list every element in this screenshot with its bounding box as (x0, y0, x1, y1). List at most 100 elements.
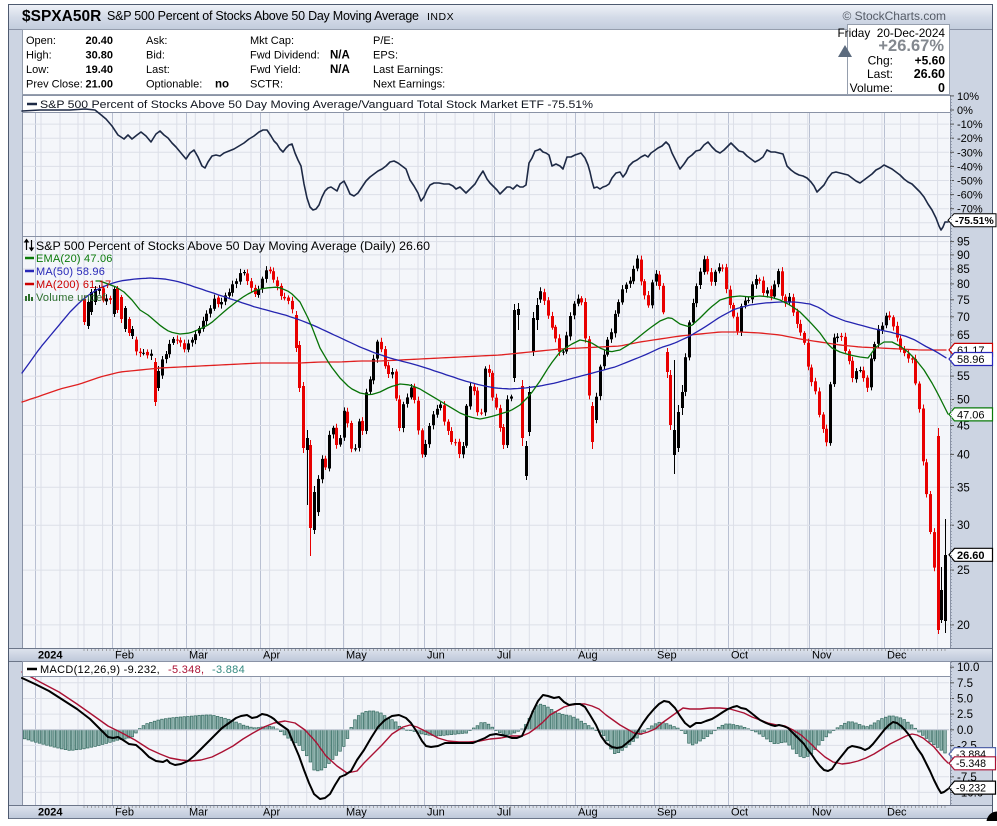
svg-text:Ask:: Ask: (146, 35, 167, 47)
svg-text:10%: 10% (957, 91, 979, 103)
svg-text:S&P 500 Percent of Stocks Abov: S&P 500 Percent of Stocks Above 50 Day M… (107, 9, 419, 23)
svg-text:25: 25 (957, 565, 970, 577)
svg-text:Mar: Mar (189, 807, 208, 819)
svg-text:80: 80 (957, 279, 970, 291)
svg-text:MA(50) 58.96: MA(50) 58.96 (36, 266, 105, 278)
svg-text:2.5: 2.5 (957, 709, 973, 721)
svg-text:Apr: Apr (263, 807, 280, 819)
svg-text:20: 20 (957, 620, 970, 632)
svg-text:2024: 2024 (38, 650, 63, 662)
svg-text:19.40: 19.40 (85, 64, 113, 76)
svg-text:May: May (346, 650, 367, 662)
svg-text:Feb: Feb (115, 650, 134, 662)
svg-text:-30%: -30% (957, 147, 983, 159)
svg-text:Jun: Jun (427, 807, 445, 819)
svg-text:47.06: 47.06 (957, 409, 985, 421)
svg-text:Next Earnings:: Next Earnings: (373, 79, 445, 91)
svg-text:26.60: 26.60 (957, 550, 985, 562)
svg-text:58.96: 58.96 (957, 354, 985, 366)
svg-text:-75.51%: -75.51% (955, 216, 994, 227)
svg-text:-5.348: -5.348 (956, 758, 986, 770)
svg-text:85: 85 (957, 264, 970, 276)
svg-text:30: 30 (957, 520, 970, 532)
svg-text:21.00: 21.00 (85, 79, 113, 91)
svg-text:no: no (215, 79, 229, 91)
svg-text:Prev Close:: Prev Close: (26, 79, 83, 91)
svg-text:Sep: Sep (657, 807, 677, 819)
svg-text:EPS:: EPS: (373, 50, 398, 62)
svg-text:Nov: Nov (812, 807, 832, 819)
svg-text:Last:: Last: (146, 64, 170, 76)
svg-text:MA(200) 61.17: MA(200) 61.17 (36, 279, 111, 291)
svg-text:Jun: Jun (427, 650, 445, 662)
svg-text:26.60: 26.60 (914, 67, 945, 81)
svg-text:35: 35 (957, 482, 970, 494)
svg-text:Aug: Aug (578, 807, 598, 819)
svg-text:EMA(20) 47.06: EMA(20) 47.06 (36, 253, 113, 265)
svg-text:20.40: 20.40 (85, 35, 113, 47)
svg-text:95: 95 (957, 237, 970, 249)
svg-text:40: 40 (957, 449, 970, 461)
svg-text:© StockCharts.com: © StockCharts.com (842, 9, 946, 23)
svg-text:S&P 500 Percent of Stocks Abov: S&P 500 Percent of Stocks Above 50 Day M… (36, 241, 430, 253)
svg-text:0.0: 0.0 (957, 725, 973, 737)
svg-text:2024: 2024 (38, 807, 63, 819)
svg-text:Fwd Yield:: Fwd Yield: (250, 64, 301, 76)
svg-text:Open:: Open: (26, 35, 56, 47)
svg-text:N/A: N/A (330, 64, 350, 76)
svg-text:70: 70 (957, 312, 970, 324)
svg-text:-60%: -60% (957, 190, 983, 202)
svg-text:Jul: Jul (497, 807, 511, 819)
svg-text:N/A: N/A (330, 50, 350, 62)
svg-text:Volume:: Volume: (850, 81, 893, 95)
svg-text:Oct: Oct (731, 650, 748, 662)
svg-text:INDX: INDX (427, 11, 454, 23)
svg-text:Mar: Mar (189, 650, 208, 662)
svg-text:-5.348,: -5.348, (168, 664, 204, 676)
svg-text:Last:: Last: (867, 67, 893, 81)
svg-text:-9.232: -9.232 (956, 782, 986, 794)
svg-text:+26.67%: +26.67% (878, 37, 944, 55)
svg-text:7.5: 7.5 (957, 678, 973, 690)
svg-text:5.0: 5.0 (957, 694, 973, 706)
svg-text:Jul: Jul (497, 650, 511, 662)
svg-text:+5.60: +5.60 (915, 54, 946, 68)
svg-text:MACD(12,26,9) -9.232,: MACD(12,26,9) -9.232, (40, 664, 160, 676)
svg-text:Last Earnings:: Last Earnings: (373, 64, 443, 76)
svg-text:30.80: 30.80 (85, 50, 113, 62)
svg-text:10.0: 10.0 (957, 662, 979, 674)
svg-text:Nov: Nov (812, 650, 832, 662)
svg-text:0: 0 (938, 81, 945, 95)
svg-text:65: 65 (957, 330, 970, 342)
svg-text:Dec: Dec (887, 807, 907, 819)
svg-text:75: 75 (957, 295, 970, 307)
svg-text:S&P 500 Percent of Stocks Abov: S&P 500 Percent of Stocks Above 50 Day M… (40, 99, 593, 111)
svg-text:-50%: -50% (957, 176, 983, 188)
svg-text:Oct: Oct (731, 807, 748, 819)
svg-text:-3.884: -3.884 (212, 664, 245, 676)
svg-text:May: May (346, 807, 367, 819)
svg-text:Optionable:: Optionable: (146, 79, 202, 91)
svg-text:90: 90 (957, 250, 970, 262)
svg-text:Bid:: Bid: (146, 50, 165, 62)
svg-text:SCTR:: SCTR: (250, 79, 283, 91)
svg-text:-10%: -10% (957, 119, 983, 131)
svg-text:45: 45 (957, 421, 970, 433)
svg-text:Aug: Aug (578, 650, 598, 662)
svg-text:Low:: Low: (26, 64, 49, 76)
svg-text:High:: High: (26, 50, 52, 62)
svg-text:0%: 0% (957, 105, 973, 117)
svg-text:Apr: Apr (263, 650, 280, 662)
svg-text:55: 55 (957, 371, 970, 383)
svg-text:50: 50 (957, 395, 970, 407)
svg-text:-40%: -40% (957, 161, 983, 173)
svg-text:Volume undef: Volume undef (36, 292, 106, 304)
svg-text:Feb: Feb (115, 807, 134, 819)
svg-text:Fwd Dividend:: Fwd Dividend: (250, 50, 320, 62)
svg-text:P/E:: P/E: (373, 35, 394, 47)
svg-text:Chg:: Chg: (868, 54, 893, 68)
svg-text:Mkt Cap:: Mkt Cap: (250, 35, 294, 47)
svg-text:Dec: Dec (887, 650, 907, 662)
svg-text:Sep: Sep (657, 650, 677, 662)
svg-text:-20%: -20% (957, 133, 983, 145)
